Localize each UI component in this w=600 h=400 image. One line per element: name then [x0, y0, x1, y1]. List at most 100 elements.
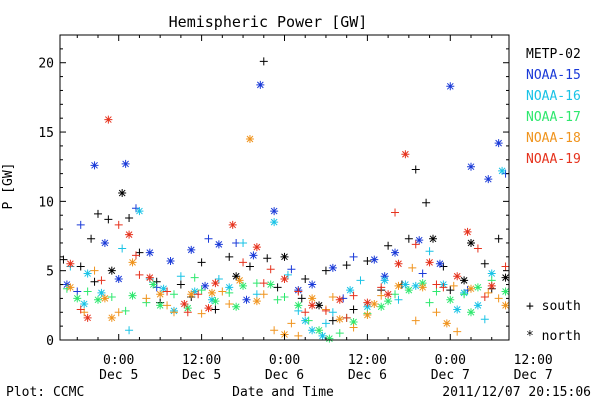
legend: METP-02 NOAA-15 NOAA-16 NOAA-17 NOAA-18 NOAA-…: [526, 47, 581, 344]
data-point: [394, 281, 403, 290]
plot-credit: Plot: CCMC: [6, 385, 84, 400]
data-point: [394, 295, 403, 304]
data-point: [287, 265, 296, 274]
data-point: [145, 248, 154, 257]
data-point: [467, 308, 476, 317]
data-point: [245, 262, 254, 271]
x-tick-time: 12:00: [348, 353, 387, 368]
data-point: [118, 244, 127, 253]
data-point: [487, 269, 496, 278]
data-point: [315, 326, 324, 335]
data-point: [114, 308, 123, 317]
x-tick-date: Dec 5: [99, 368, 138, 383]
data-point: [391, 290, 400, 299]
data-point: [446, 295, 455, 304]
data-point: [432, 308, 441, 317]
data-point: [501, 262, 510, 271]
data-point: [259, 57, 268, 66]
data-point: [463, 227, 472, 236]
data-point: [66, 283, 75, 292]
data-point: [442, 319, 451, 328]
data-point: [380, 272, 389, 281]
data-point: [90, 161, 99, 170]
data-point: [121, 306, 130, 315]
data-point: [404, 234, 413, 243]
data-point: [363, 256, 372, 265]
data-point: [391, 248, 400, 257]
data-point: [128, 291, 137, 300]
data-point: [280, 252, 289, 261]
data-point: [266, 265, 275, 274]
data-point: [197, 286, 206, 295]
data-point: [187, 245, 196, 254]
data-point: [335, 315, 344, 324]
data-point: [280, 275, 289, 283]
data-point: [107, 313, 116, 322]
data-point: [125, 326, 134, 335]
data-point: [294, 331, 303, 340]
data-point: [232, 302, 241, 311]
data-point: [401, 150, 410, 159]
data-point: [335, 329, 344, 338]
chart-title: Hemispheric Power [GW]: [169, 13, 368, 31]
data-point: [163, 287, 172, 296]
data-point: [473, 301, 482, 310]
data-point: [480, 315, 489, 324]
data-point: [315, 301, 324, 310]
data-point: [125, 214, 134, 222]
x-tick-date: Dec 7: [431, 368, 470, 383]
data-point: [107, 266, 116, 275]
data-point: [308, 280, 317, 289]
data-point: [425, 258, 434, 267]
data-point: [156, 290, 165, 299]
x-tick-date: Dec 6: [265, 368, 304, 383]
data-point: [83, 269, 92, 278]
x-axis-label: Date and Time: [232, 385, 334, 400]
data-point: [335, 295, 344, 304]
data-point: [384, 290, 393, 299]
data-point: [294, 287, 303, 296]
data-point: [207, 288, 216, 297]
data-point: [283, 270, 292, 279]
data-point: [453, 272, 462, 281]
data-point: [114, 220, 123, 229]
data-point: [204, 304, 213, 313]
data-point: [259, 279, 268, 288]
data-point: [487, 281, 496, 290]
legend-entry: NOAA-15: [526, 68, 581, 83]
data-point: [349, 317, 358, 326]
data-point: [411, 316, 420, 325]
data-point: [339, 294, 348, 303]
data-point: [501, 301, 510, 310]
data-point: [460, 290, 469, 299]
data-point: [90, 266, 99, 275]
data-point: [377, 302, 386, 311]
legend-entry: NOAA-17: [526, 110, 581, 125]
data-point: [501, 273, 510, 282]
data-point: [377, 291, 386, 300]
data-point: [460, 276, 469, 285]
data-point: [418, 269, 427, 278]
data-point: [363, 302, 372, 311]
x-tick-time: 12:00: [514, 353, 553, 368]
data-point: [62, 284, 71, 293]
data-point: [128, 258, 137, 267]
data-point: [131, 251, 140, 260]
marker-legend-entry: * north: [526, 329, 581, 344]
timestamp: 2011/12/07 20:15:06: [442, 385, 591, 400]
data-point: [411, 281, 420, 290]
data-point: [135, 270, 144, 279]
data-point: [467, 162, 476, 171]
data-point: [97, 276, 106, 285]
data-point: [321, 306, 330, 315]
data-point: [76, 220, 85, 229]
data-point: [211, 279, 220, 288]
data-point: [214, 240, 223, 249]
data-point: [163, 301, 172, 310]
x-tick-time: 0:00: [269, 353, 300, 368]
data-point: [328, 316, 337, 325]
y-tick-label: 15: [38, 126, 54, 141]
data-point: [370, 255, 379, 264]
data-point: [349, 291, 358, 300]
